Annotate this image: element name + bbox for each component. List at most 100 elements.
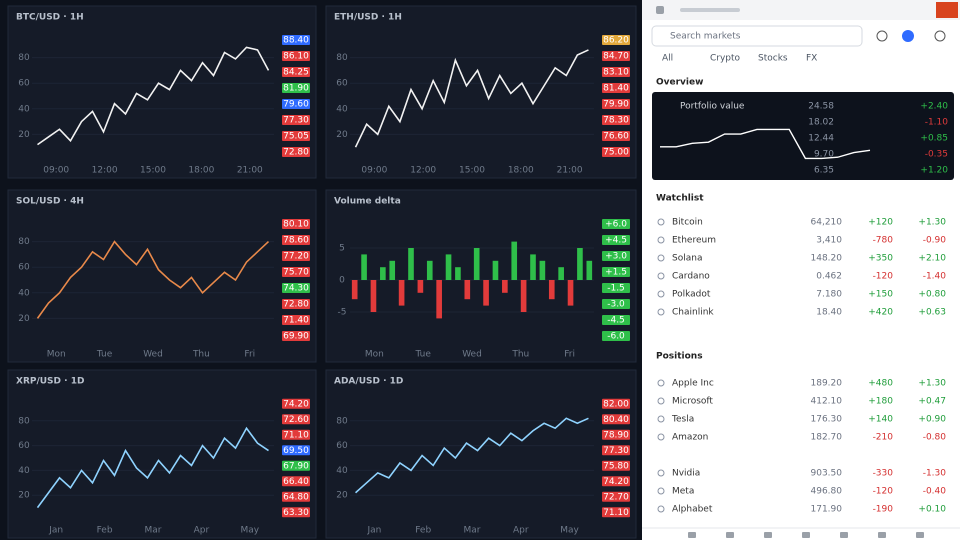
row-name[interactable]: Solana <box>672 254 702 264</box>
nav-icon[interactable] <box>802 532 810 538</box>
y-tick-label: 60 <box>18 441 30 451</box>
address <box>680 8 740 12</box>
panel-title: SOL/USD · 4H <box>16 197 84 207</box>
row-name[interactable]: Tesla <box>671 415 694 425</box>
price-line <box>354 49 589 148</box>
card-change: +2.40 <box>920 102 948 112</box>
row-change: +120 <box>868 218 893 228</box>
row-name[interactable]: Nvidia <box>672 469 700 479</box>
volume-bar <box>483 280 489 306</box>
row-price: 171.90 <box>811 505 843 515</box>
volume-bar <box>520 280 527 312</box>
price-tag-label: 80.40 <box>603 415 629 425</box>
price-tag-label: 74.30 <box>283 284 309 294</box>
refresh-icon[interactable] <box>876 30 888 42</box>
x-tick-label: Thu <box>192 350 210 360</box>
y-tick-label: 60 <box>336 79 348 89</box>
row-change: +0.47 <box>918 397 946 407</box>
price-tag-label: 72.70 <box>603 492 629 502</box>
row-name[interactable]: Apple Inc <box>672 379 714 389</box>
sidebar-bg <box>642 0 960 540</box>
account-icon[interactable] <box>902 30 914 42</box>
row-change: -190 <box>873 505 894 515</box>
volume-bar <box>586 260 593 280</box>
nav-icon[interactable] <box>726 532 734 538</box>
volume-bar <box>398 280 405 306</box>
y-tick-label: 40 <box>336 104 348 114</box>
section-title: Watchlist <box>656 194 704 204</box>
price-tag <box>602 299 630 309</box>
row-price: 3,410 <box>816 236 842 246</box>
row-name[interactable]: Alphabet <box>672 505 713 515</box>
volume-bar <box>567 280 574 306</box>
profile-button[interactable] <box>936 2 958 18</box>
y-tick-label: 80 <box>18 416 30 426</box>
row-icon <box>657 236 665 244</box>
x-tick-label: 12:00 <box>92 166 118 176</box>
panel-title: Volume delta <box>334 197 401 207</box>
row-icon <box>657 272 665 280</box>
row-change: -0.40 <box>923 487 947 497</box>
x-tick-label: 15:00 <box>140 166 166 176</box>
price-tag-label: 83.10 <box>603 68 629 78</box>
row-change: +0.80 <box>918 290 946 300</box>
y-tick-label: 40 <box>18 288 30 298</box>
price-tag <box>602 507 630 518</box>
tab[interactable]: FX <box>806 54 817 64</box>
price-tag <box>282 445 310 456</box>
row-name[interactable]: Amazon <box>672 433 708 443</box>
row-price: 176.30 <box>811 415 843 425</box>
x-tick-label: 18:00 <box>188 166 214 176</box>
search-box[interactable] <box>651 25 863 47</box>
price-tag-label: 64.80 <box>283 492 309 502</box>
section-title: Positions <box>656 352 703 362</box>
nav-icon[interactable] <box>916 532 924 538</box>
card-change: -0.35 <box>925 150 948 160</box>
y-tick-label: 80 <box>336 416 348 426</box>
tab[interactable]: All <box>662 54 673 64</box>
price-tag <box>282 251 310 261</box>
panel-title: XRP/USD · 1D <box>16 377 84 387</box>
price-tag <box>602 460 630 471</box>
row-name[interactable]: Ethereum <box>672 236 716 246</box>
price-tag-label: 78.30 <box>603 116 629 126</box>
tab[interactable]: Stocks <box>758 54 788 64</box>
row-name[interactable]: Polkadot <box>672 290 711 300</box>
row-name[interactable]: Chainlink <box>672 308 714 318</box>
row-change: +480 <box>868 379 893 389</box>
price-tag-label: 82.00 <box>603 399 629 409</box>
price-tag <box>602 429 630 440</box>
row-name[interactable]: Bitcoin <box>672 218 703 228</box>
nav-icon[interactable] <box>840 532 848 538</box>
tab[interactable]: Crypto <box>710 54 741 64</box>
price-tag <box>602 491 630 502</box>
x-tick-label: Mar <box>145 526 162 536</box>
x-tick-label: May <box>240 526 259 536</box>
chart-panel <box>325 189 637 363</box>
chart-panel <box>325 369 637 539</box>
price-line <box>36 240 270 319</box>
row-change: +0.90 <box>918 415 946 425</box>
volume-bar <box>351 280 358 300</box>
price-tag-label: +6.0 <box>605 220 627 230</box>
nav-icon[interactable] <box>764 532 772 538</box>
row-price: 64,210 <box>811 218 843 228</box>
row-name[interactable]: Microsoft <box>672 397 713 407</box>
row-name[interactable]: Cardano <box>672 272 710 282</box>
price-tag <box>602 283 630 293</box>
price-tag-label: -4.5 <box>607 316 625 326</box>
nav-icon[interactable] <box>688 532 696 538</box>
menu-icon[interactable] <box>656 6 664 14</box>
x-tick-label: 09:00 <box>361 166 387 176</box>
price-tag <box>602 315 630 325</box>
nav-icon[interactable] <box>878 532 886 538</box>
x-tick-label: 12:00 <box>410 166 436 176</box>
globe-icon[interactable] <box>934 30 946 42</box>
price-line <box>355 417 589 494</box>
y-tick-label: 20 <box>336 130 348 140</box>
price-tag-label: 72.80 <box>283 148 309 158</box>
volume-bar <box>417 280 424 293</box>
row-name[interactable]: Meta <box>672 487 694 497</box>
price-tag-label: 66.40 <box>283 477 309 487</box>
